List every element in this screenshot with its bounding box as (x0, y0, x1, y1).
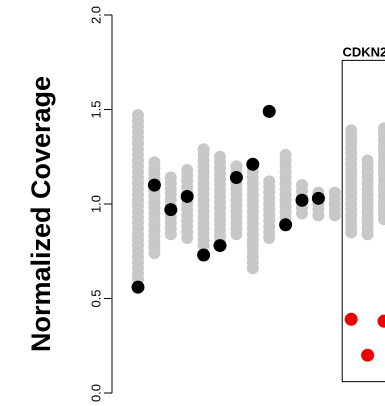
y-tick-label: 2.0 (89, 6, 104, 24)
reference-point (197, 143, 210, 156)
sample-point (311, 191, 325, 205)
sample-point (213, 239, 227, 253)
y-axis-label: Normalized Coverage (26, 76, 56, 352)
reference-point (345, 124, 358, 137)
reference-point (279, 148, 292, 161)
cdkn2a-label: CDKN2A (343, 44, 385, 59)
cdkn2a-region: CDKN2A (341, 44, 385, 383)
reference-point (148, 156, 161, 169)
y-tick-label: 1.5 (89, 100, 104, 118)
reference-point (181, 163, 194, 176)
reference-point (164, 171, 177, 184)
reference-point (263, 175, 276, 188)
sample-point (262, 104, 276, 118)
deletion-point (344, 312, 358, 326)
sample-point (246, 157, 260, 171)
reference-point (361, 154, 374, 167)
reference-point (132, 109, 144, 122)
deletion-point (361, 348, 375, 362)
sample-point (131, 280, 145, 294)
sample-point (229, 171, 243, 185)
reference-point (296, 179, 308, 192)
sample-point (279, 218, 293, 232)
y-tick-label: 0.5 (89, 289, 104, 307)
y-axis-ticks: 0.0 0.5 1.0 1.5 2.0 (89, 6, 112, 402)
deletion-point (377, 314, 385, 328)
sample-point (147, 178, 161, 192)
reference-point (214, 150, 226, 163)
y-tick-label: 0.0 (89, 384, 104, 402)
reference-points (132, 109, 385, 286)
sample-points (131, 104, 385, 362)
reference-point (378, 122, 385, 135)
sample-point (180, 189, 194, 203)
sample-point (197, 248, 211, 262)
sample-point (295, 193, 309, 207)
sample-point (164, 203, 178, 217)
reference-point (230, 160, 243, 173)
y-tick-label: 1.0 (89, 195, 104, 213)
reference-point (328, 186, 341, 199)
cdkn2a-box (341, 59, 385, 383)
